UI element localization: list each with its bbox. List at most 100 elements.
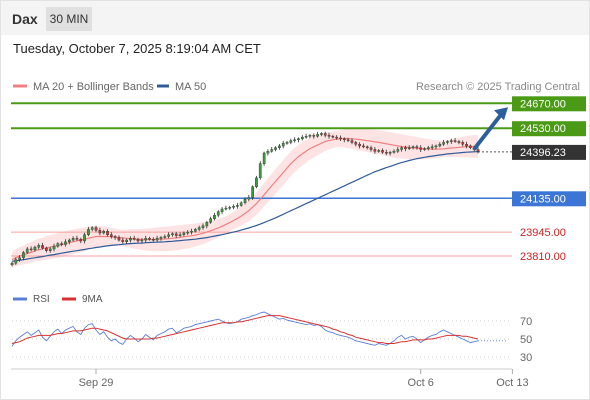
candle bbox=[339, 135, 342, 141]
candle bbox=[106, 229, 109, 237]
candle bbox=[323, 131, 327, 138]
candle bbox=[457, 140, 461, 145]
candle bbox=[358, 142, 361, 149]
candle bbox=[228, 205, 232, 210]
candle bbox=[427, 145, 430, 151]
candle bbox=[109, 232, 113, 239]
resistance-level-label: 24670.00 bbox=[520, 98, 566, 110]
top-bar: Dax 30 MIN bbox=[1, 1, 589, 35]
candle bbox=[247, 194, 251, 202]
candle bbox=[209, 216, 212, 224]
candle bbox=[438, 142, 442, 148]
candle bbox=[373, 147, 377, 154]
candle bbox=[469, 144, 472, 150]
candle bbox=[48, 247, 52, 253]
price-plot-area: 24670.00 24530.00 24396.23 24135.00 23945.00… bbox=[10, 96, 586, 268]
rsi-line bbox=[11, 311, 479, 347]
ma50-line bbox=[11, 151, 479, 262]
candle bbox=[396, 147, 400, 153]
candle bbox=[385, 149, 388, 156]
candle bbox=[297, 137, 300, 143]
candle bbox=[117, 235, 121, 242]
candle bbox=[213, 212, 216, 221]
candle bbox=[64, 239, 67, 247]
candle bbox=[167, 232, 170, 239]
candle bbox=[285, 141, 289, 145]
x-tick-label: Oct 13 bbox=[496, 377, 528, 389]
source-credit: Research © 2025 Trading Central bbox=[416, 81, 580, 93]
ma20-legend-label: MA 20 + Bollinger Bands bbox=[33, 81, 154, 93]
candle bbox=[79, 237, 83, 244]
candle bbox=[388, 150, 392, 156]
candle bbox=[327, 132, 331, 139]
candle bbox=[25, 247, 29, 254]
candle bbox=[163, 234, 167, 239]
timeframe-tab[interactable]: 30 MIN bbox=[46, 7, 92, 31]
candle bbox=[220, 207, 224, 215]
last-price-level-tag bbox=[512, 144, 586, 160]
bollinger-band bbox=[12, 128, 478, 268]
support-level-tag bbox=[512, 191, 586, 207]
candle bbox=[415, 144, 419, 150]
candle bbox=[274, 146, 277, 152]
candle bbox=[235, 202, 239, 209]
rsi-tick-label: 50 bbox=[520, 334, 532, 346]
candle bbox=[369, 145, 373, 152]
candle bbox=[171, 232, 174, 237]
candle bbox=[14, 257, 18, 265]
candle bbox=[423, 147, 426, 151]
candle bbox=[197, 225, 201, 232]
candle bbox=[224, 205, 228, 211]
forecast-arrow-shaft bbox=[472, 112, 504, 151]
candle bbox=[362, 143, 365, 149]
candle bbox=[278, 144, 281, 150]
candle bbox=[87, 226, 90, 237]
candle bbox=[377, 149, 381, 153]
x-tick-label: Sep 29 bbox=[79, 377, 114, 389]
candle bbox=[90, 226, 94, 232]
candle bbox=[67, 238, 71, 245]
candle bbox=[83, 232, 86, 244]
candle bbox=[186, 230, 190, 236]
candle bbox=[320, 132, 323, 137]
candle bbox=[381, 148, 384, 154]
candle bbox=[113, 235, 117, 240]
candle bbox=[453, 138, 457, 143]
candle bbox=[159, 236, 163, 241]
x-axis: Sep 29 Oct 6 Oct 13 bbox=[79, 369, 529, 389]
candle bbox=[476, 147, 480, 154]
support-target-level-label: 23945.00 bbox=[520, 227, 566, 239]
candle bbox=[434, 144, 438, 150]
candle bbox=[304, 133, 308, 139]
candle bbox=[308, 133, 312, 139]
ma50-legend-label: MA 50 bbox=[175, 81, 206, 93]
candle bbox=[125, 238, 128, 244]
candle bbox=[121, 237, 125, 244]
candle bbox=[281, 140, 285, 149]
support-level-label: 24135.00 bbox=[520, 193, 566, 205]
forecast-arrow-head bbox=[494, 107, 508, 121]
candle bbox=[255, 175, 258, 189]
candle bbox=[343, 137, 346, 143]
resistance-level-label: 24530.00 bbox=[520, 123, 566, 135]
candle bbox=[155, 235, 159, 243]
candle bbox=[148, 236, 151, 241]
rsi-legend-label: RSI bbox=[33, 294, 50, 305]
candle bbox=[182, 231, 186, 237]
candle bbox=[293, 137, 296, 143]
candle bbox=[365, 145, 369, 150]
ma20-line bbox=[11, 137, 479, 261]
candle bbox=[33, 245, 37, 252]
resistance-level-tag bbox=[512, 96, 586, 112]
candle bbox=[216, 210, 220, 218]
candle bbox=[144, 235, 148, 243]
candle bbox=[205, 220, 209, 229]
candle bbox=[407, 145, 411, 150]
candle bbox=[22, 251, 25, 261]
candle bbox=[239, 201, 243, 207]
candle bbox=[442, 139, 445, 146]
candle bbox=[132, 235, 136, 241]
candle bbox=[419, 145, 423, 152]
candle bbox=[29, 246, 33, 252]
candle bbox=[75, 235, 79, 241]
